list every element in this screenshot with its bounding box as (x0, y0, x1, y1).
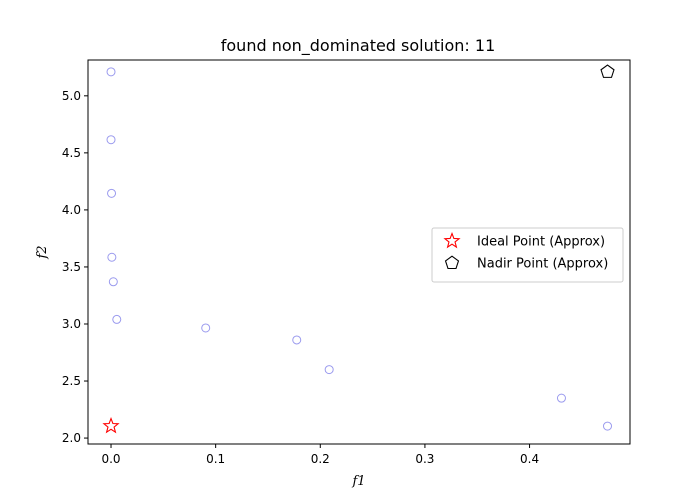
solution-point (603, 421, 613, 431)
chart-title: found non_dominated solution: 11 (221, 36, 496, 56)
y-tick-label: 3.0 (62, 317, 81, 331)
data-points (102, 64, 615, 434)
y-tick-label: 3.5 (62, 260, 81, 274)
x-axis: 0.0 0.1 0.2 0.3 0.4 (101, 444, 539, 466)
legend-marker (443, 231, 461, 249)
legend-entry: Nadir Point (Approx) (477, 257, 608, 272)
y-axis-label: f2 (35, 245, 50, 259)
y-axis: 2.0 2.5 3.0 3.5 4.0 4.5 5.0 (62, 89, 88, 445)
legend-entry: Ideal Point (Approx) (477, 235, 605, 250)
solution-point (112, 314, 122, 324)
plot-area (87, 59, 631, 445)
solution-point (108, 277, 118, 287)
y-tick-label: 4.0 (62, 203, 81, 217)
solution-point (556, 393, 566, 403)
legend-box (431, 227, 624, 283)
x-tick-label: 0.3 (415, 452, 434, 466)
solution-point (107, 188, 117, 198)
x-axis-label: f1 (351, 474, 365, 489)
y-tick-label: 2.0 (62, 431, 81, 445)
nadir-point-marker (600, 64, 615, 78)
y-tick-label: 4.5 (62, 146, 81, 160)
y-tick-label: 2.5 (62, 374, 81, 388)
legend-marker (444, 255, 460, 270)
x-tick-label: 0.1 (206, 452, 225, 466)
x-tick-label: 0.2 (311, 452, 330, 466)
solution-point (107, 252, 117, 262)
legend: Ideal Point (Approx) Nadir Point (Approx) (431, 227, 624, 283)
solution-point (201, 323, 211, 333)
x-tick-label: 0.4 (520, 452, 539, 466)
solution-point (106, 135, 116, 145)
solution-point (292, 335, 302, 345)
ideal-point-marker (102, 417, 120, 434)
x-tick-label: 0.0 (101, 452, 120, 466)
solution-point (324, 365, 334, 375)
y-tick-label: 5.0 (62, 89, 81, 103)
solution-point (106, 67, 116, 77)
